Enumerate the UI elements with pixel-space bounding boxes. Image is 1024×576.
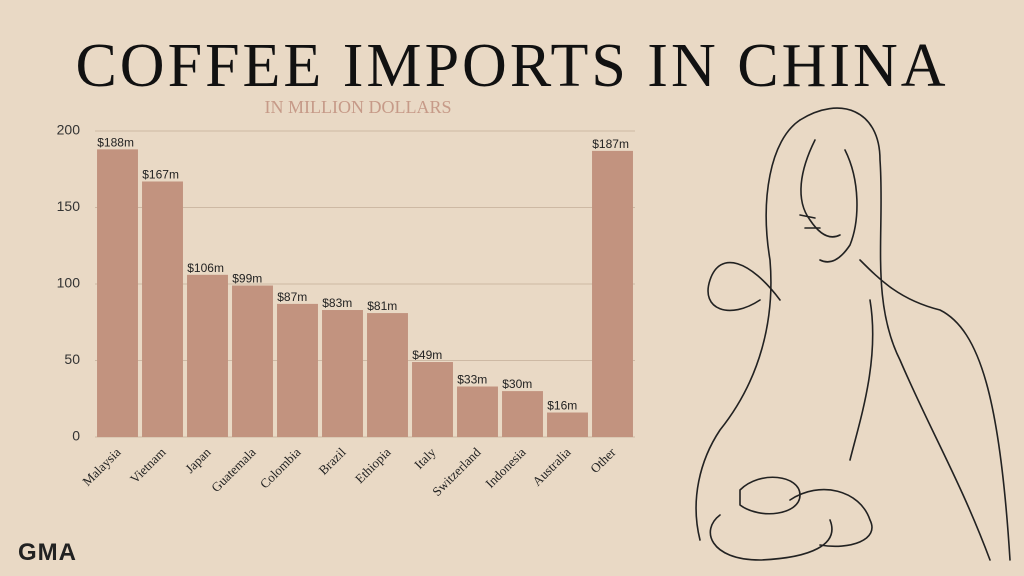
chart-subtitle: IN MILLION DOLLARS: [265, 97, 452, 117]
data-label: $49m: [412, 348, 442, 362]
y-tick-label: 200: [57, 122, 81, 138]
bar: [412, 362, 453, 437]
bar: [457, 386, 498, 437]
bar: [322, 310, 363, 437]
bar: [592, 150, 633, 437]
bar: [187, 274, 228, 437]
bar: [142, 181, 183, 437]
bar: [367, 313, 408, 437]
data-label: $81m: [367, 299, 397, 313]
data-label: $33m: [457, 373, 487, 387]
data-label: $106m: [187, 261, 224, 275]
data-label: $188m: [97, 135, 134, 149]
data-label: $187m: [592, 137, 629, 151]
y-tick-label: 150: [57, 198, 81, 214]
data-label: $87m: [277, 290, 307, 304]
bar: [232, 285, 273, 437]
bar: [97, 149, 138, 438]
data-label: $99m: [232, 272, 262, 286]
data-label: $30m: [502, 377, 532, 391]
bar: [547, 412, 588, 437]
y-tick-label: 50: [64, 351, 80, 367]
data-label: $167m: [142, 167, 179, 181]
y-tick-label: 0: [72, 428, 80, 444]
bar: [502, 391, 543, 437]
bar: [277, 303, 318, 437]
data-label: $83m: [322, 296, 352, 310]
data-label: $16m: [547, 399, 577, 413]
chart-title: COFFEE IMPORTS IN CHINA: [75, 32, 948, 100]
y-tick-label: 100: [57, 275, 81, 291]
logo: GMA: [18, 539, 77, 566]
illustration: [695, 107, 1011, 561]
